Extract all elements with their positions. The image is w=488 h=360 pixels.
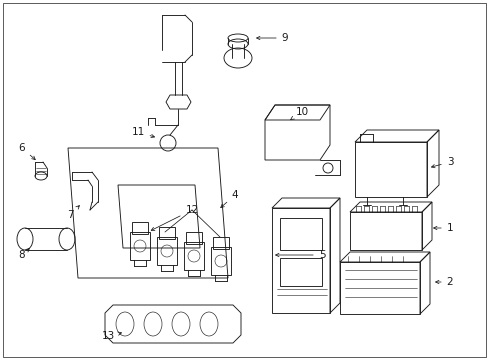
Text: 12: 12 (151, 205, 198, 230)
Bar (185, 232, 202, 244)
Bar (213, 237, 228, 249)
Bar (157, 237, 177, 265)
Text: 8: 8 (19, 248, 29, 260)
Text: 3: 3 (430, 157, 452, 168)
Text: 1: 1 (433, 223, 452, 233)
Text: 2: 2 (435, 277, 452, 287)
Bar (130, 232, 150, 260)
Text: 11: 11 (131, 127, 154, 138)
Bar (183, 242, 203, 270)
Bar (354, 142, 426, 197)
Bar (271, 208, 329, 313)
Text: 5: 5 (275, 250, 325, 260)
Text: 13: 13 (101, 331, 121, 341)
Text: 9: 9 (256, 33, 288, 43)
Bar (349, 212, 421, 250)
Bar (280, 218, 321, 250)
Bar (159, 227, 175, 239)
Bar (210, 247, 230, 275)
Bar (132, 222, 148, 234)
Bar (280, 258, 321, 286)
Text: 6: 6 (19, 143, 35, 159)
Text: 7: 7 (66, 206, 79, 220)
Bar (339, 262, 419, 314)
Text: 10: 10 (290, 107, 308, 120)
Text: 4: 4 (220, 190, 238, 208)
